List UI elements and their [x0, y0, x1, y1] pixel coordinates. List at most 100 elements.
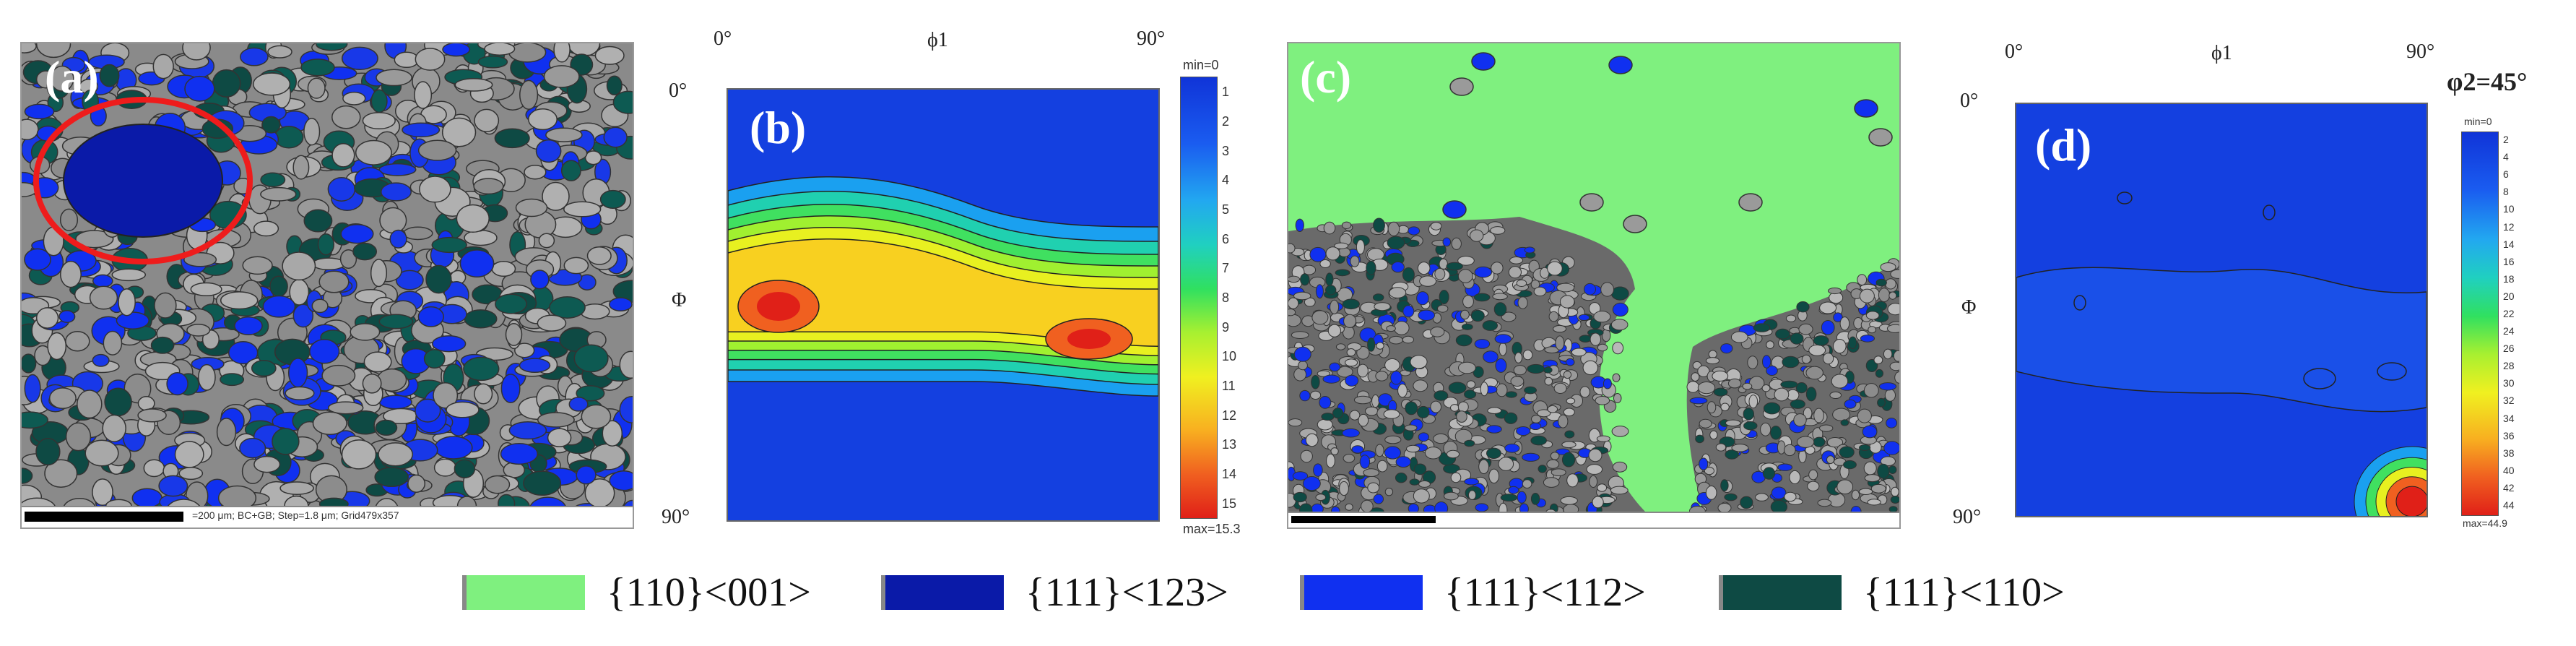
grain [240, 47, 269, 66]
grain [1597, 343, 1608, 352]
grain [1790, 399, 1805, 409]
grain [292, 303, 314, 328]
grain [216, 418, 237, 447]
grain [1705, 357, 1720, 365]
grain [1699, 418, 1712, 428]
grain [1418, 309, 1435, 321]
grain [1589, 475, 1598, 488]
grain [123, 373, 152, 404]
d-axis-top-mid: ϕ1 [2211, 42, 2232, 64]
odf-peak-core [1067, 329, 1111, 349]
grain [1345, 358, 1358, 367]
grain [419, 176, 451, 203]
large-grain [63, 124, 223, 238]
grain [1875, 278, 1887, 287]
grain [1457, 401, 1469, 413]
grain [537, 314, 567, 332]
grain [1695, 434, 1704, 444]
grain [1384, 446, 1401, 460]
b-colour-scale [1180, 77, 1218, 519]
grain [563, 257, 589, 275]
grain [1343, 454, 1356, 463]
grain [1458, 361, 1476, 374]
grain [1384, 488, 1394, 496]
grain [1828, 287, 1842, 295]
grain [1875, 369, 1884, 378]
panel-a-grain-map: (a) =200 μm; BC+GB; Step=1.8 μm; Grid479… [20, 42, 634, 529]
grain [519, 79, 539, 110]
scale-tick-label: 11 [1222, 379, 1236, 393]
grain [1579, 335, 1592, 343]
grain [312, 411, 347, 436]
grain [378, 314, 414, 330]
grain [1807, 481, 1820, 491]
grain [1795, 382, 1808, 394]
grain [1405, 401, 1418, 415]
grain [183, 252, 217, 267]
grain [1762, 355, 1771, 369]
grain [1808, 469, 1818, 481]
grain [154, 292, 177, 319]
grain [1384, 358, 1400, 372]
grain [1550, 452, 1560, 460]
grain [1483, 350, 1499, 363]
grain [303, 118, 321, 146]
grain [1864, 474, 1881, 483]
scale-tick-label: 12 [1222, 408, 1237, 423]
grain [24, 374, 41, 403]
grain [1826, 437, 1844, 448]
grain [198, 363, 216, 391]
grain [1514, 352, 1523, 363]
grain [1755, 493, 1769, 501]
grain [1365, 406, 1379, 416]
grain [1805, 366, 1823, 380]
grain [454, 459, 476, 478]
grain [260, 186, 297, 202]
grain [1826, 455, 1835, 465]
grain [1387, 236, 1405, 250]
grain [1564, 430, 1575, 439]
grain [1406, 444, 1421, 453]
grain [260, 172, 286, 188]
d-axis-top-right: 90° [2406, 40, 2435, 63]
panel-a-label: (a) [45, 51, 99, 103]
grain [1600, 282, 1615, 297]
grain [331, 105, 361, 129]
grain [1317, 370, 1330, 377]
grain [1417, 262, 1431, 275]
grain [1390, 371, 1402, 385]
grain [1418, 480, 1431, 488]
legend-swatch [462, 575, 585, 610]
grain [1375, 371, 1389, 382]
grain [355, 139, 392, 165]
panel-b-contours [728, 90, 1158, 520]
grain [84, 439, 119, 467]
grain [1775, 328, 1790, 340]
grain [1389, 335, 1403, 345]
grain [44, 459, 78, 488]
grain [454, 78, 493, 92]
grain [1357, 363, 1369, 378]
grain [1356, 346, 1370, 360]
grain [1886, 324, 1899, 333]
scale-tick-label: 38 [2503, 447, 2515, 459]
grain [1888, 465, 1897, 474]
grain [1345, 503, 1353, 511]
grain [1596, 435, 1610, 442]
grain [1561, 452, 1576, 468]
grain [584, 150, 602, 165]
grain [1551, 468, 1566, 477]
b-scale-min: min=0 [1183, 58, 1219, 72]
grain [1611, 426, 1629, 437]
grain [92, 353, 110, 367]
grain [1584, 283, 1596, 296]
grain [118, 288, 136, 316]
grain [459, 249, 495, 278]
scale-tick-label: 40 [2503, 464, 2515, 476]
grain [1868, 128, 1893, 147]
grain [1358, 413, 1369, 427]
scale-bar-a-text: =200 μm; BC+GB; Step=1.8 μm; Grid479x357 [192, 509, 399, 521]
grain [528, 108, 558, 131]
grain [1766, 340, 1774, 350]
grain [1299, 389, 1311, 402]
